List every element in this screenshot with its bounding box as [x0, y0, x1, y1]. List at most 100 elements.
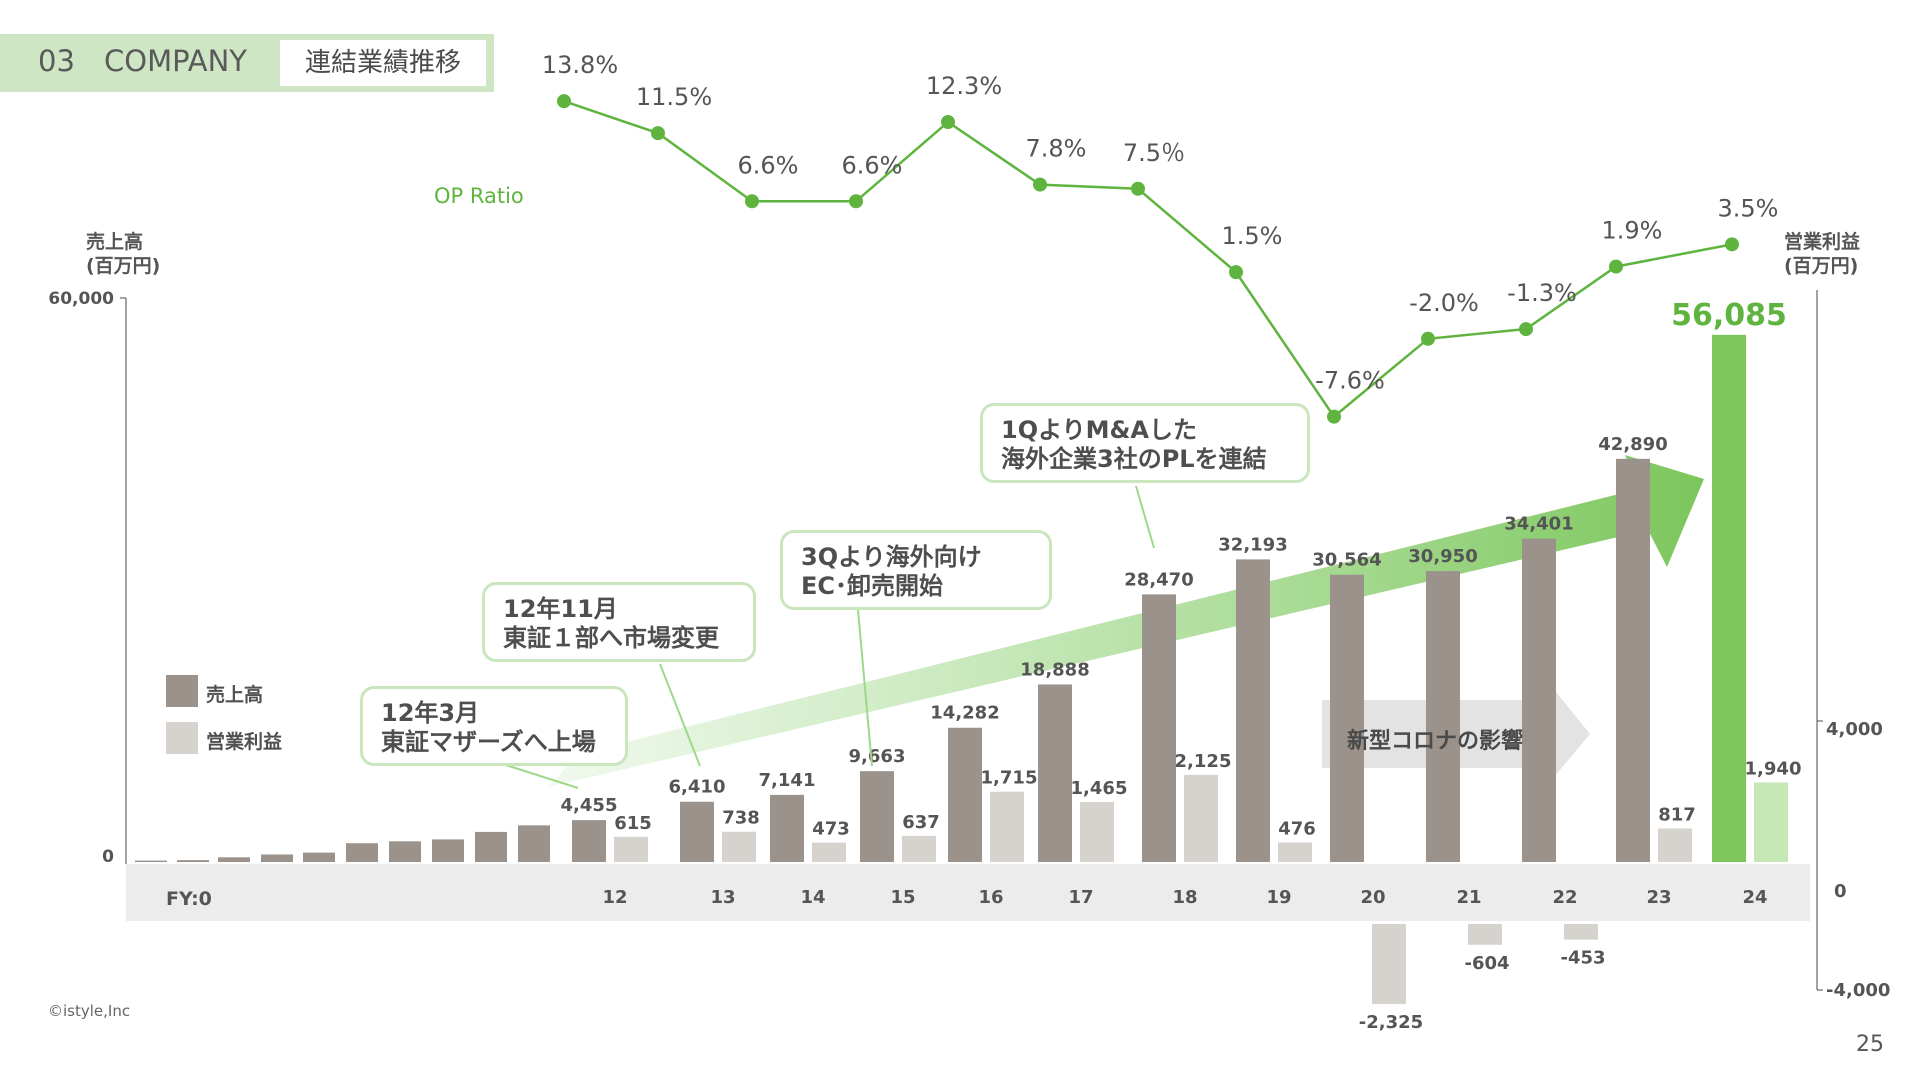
callout-first-section-line2: 東証１部へ市場変更: [503, 624, 719, 652]
legend-op-label: 営業利益: [206, 731, 283, 753]
op-bar: [722, 831, 756, 862]
op-bar: [614, 836, 648, 862]
op-ratio-point: [1131, 181, 1145, 196]
op-ratio-point: [1519, 322, 1533, 337]
early-sales-bar: [135, 860, 167, 862]
op-bar: [812, 842, 846, 862]
sales-bar: [770, 794, 804, 862]
sales-value-label: 32,193: [1218, 534, 1287, 555]
callout-ma-line1: 1QよりM&Aした: [1001, 416, 1198, 444]
left-axis-label: 売上高: [86, 230, 143, 253]
sales-bar: [1616, 458, 1650, 862]
fiscal-year-label: 12: [602, 887, 627, 908]
op-ratio-point: [1229, 265, 1243, 280]
sales-bar: [1330, 574, 1364, 862]
early-sales-bar: [432, 839, 464, 862]
op-ratio-series-label: OP Ratio: [434, 184, 524, 208]
right-axis-tick-label: -4,000: [1826, 980, 1890, 1001]
callout-overseas-ec-line2: EC･卸売開始: [801, 572, 944, 600]
op-ratio-label: 1.5%: [1222, 222, 1283, 250]
op-ratio-point: [1609, 259, 1623, 274]
legend-sales-label: 売上高: [206, 684, 264, 706]
op-value-label: 615: [614, 813, 652, 834]
sales-bar: [680, 801, 714, 862]
sales-value-label: 30,564: [1312, 550, 1381, 571]
op-value-label: -604: [1464, 953, 1509, 974]
op-ratio-label: -7.6%: [1315, 367, 1385, 395]
op-bar: [1754, 782, 1788, 862]
right-axis-label: 営業利益: [1784, 230, 1860, 253]
callout-first-section-line1: 12年11月: [503, 595, 618, 623]
op-ratio-point: [1725, 237, 1739, 252]
op-ratio-label: 11.5%: [636, 83, 712, 111]
fiscal-year-label: 19: [1266, 887, 1291, 908]
early-sales-bar: [389, 841, 421, 862]
fiscal-year-label: 14: [800, 887, 825, 908]
callout-mothers-listing: 12年3月 東証マザーズへ上場: [360, 686, 628, 766]
sales-bar: [948, 727, 982, 862]
section-number: 03: [38, 44, 75, 78]
op-bar: [1184, 774, 1218, 862]
sales-bar: [1522, 538, 1556, 862]
fiscal-year-label: 15: [890, 887, 915, 908]
fiscal-year-label: 22: [1552, 887, 1577, 908]
sales-bar: [572, 820, 606, 862]
sales-value-label: 34,401: [1504, 514, 1573, 535]
sales-value-label: 30,950: [1408, 546, 1477, 567]
op-ratio-label: 6.6%: [738, 151, 799, 179]
fiscal-year-label: 18: [1172, 887, 1197, 908]
sales-bar: [1712, 334, 1746, 862]
sales-value-label: 7,141: [759, 770, 816, 791]
fiscal-year-label: 13: [710, 887, 735, 908]
callout-ma-consolidation: 1QよりM&Aした 海外企業3社のPLを連結: [980, 403, 1310, 483]
op-value-label: 738: [722, 808, 760, 829]
op-value-label: 637: [902, 812, 940, 833]
growth-arrow: [548, 455, 1704, 787]
op-bar: [1080, 801, 1114, 862]
op-value-label: 1,465: [1071, 778, 1128, 799]
callout-mothers-line1: 12年3月: [381, 699, 480, 727]
op-ratio-label: -1.3%: [1507, 279, 1577, 307]
right-axis-unit: (百万円): [1784, 255, 1858, 277]
op-ratio-point: [849, 194, 863, 209]
op-ratio-label: 1.9%: [1602, 217, 1663, 245]
sales-value-label: 9,663: [849, 746, 906, 767]
op-value-label: 1,715: [981, 768, 1038, 789]
sales-bar: [860, 771, 894, 862]
right-axis-tick-label: 4,000: [1826, 719, 1883, 740]
sales-value-label: 14,282: [930, 703, 999, 724]
sales-value-label: 18,888: [1020, 659, 1089, 680]
op-ratio-label: 3.5%: [1718, 194, 1779, 222]
sales-value-label: 56,085: [1671, 298, 1787, 333]
op-value-label: 476: [1278, 818, 1316, 839]
fiscal-year-label: 24: [1742, 887, 1767, 908]
op-ratio-point: [651, 126, 665, 141]
legend-sales-swatch: [166, 675, 198, 707]
fiscal-year-label: 16: [978, 887, 1003, 908]
sales-bar: [1142, 594, 1176, 862]
callout-overseas-ec-line1: 3Qより海外向け: [801, 543, 982, 571]
early-sales-bar: [346, 843, 378, 862]
op-value-label: -453: [1560, 948, 1605, 969]
early-sales-bar: [475, 831, 507, 862]
op-ratio-point: [1327, 409, 1341, 424]
early-sales-bar: [261, 854, 293, 862]
sales-bar: [1236, 559, 1270, 862]
op-value-label: -2,325: [1359, 1012, 1423, 1033]
fiscal-year-label: 23: [1646, 887, 1671, 908]
page-number: 25: [1856, 1032, 1884, 1057]
copyright: ©istyle,Inc: [48, 1002, 131, 1020]
section-header: 03 COMPANY 連結業績推移: [0, 34, 494, 92]
op-ratio-label: -2.0%: [1409, 289, 1479, 317]
left-axis-tick-label: 0: [102, 847, 114, 867]
op-value-label: 2,125: [1175, 751, 1232, 772]
sales-value-label: 42,890: [1598, 434, 1667, 455]
page-title: 連結業績推移: [280, 40, 486, 86]
callout-first-section: 12年11月 東証１部へ市場変更: [482, 582, 756, 662]
x-first-label: FY:0: [166, 888, 212, 910]
op-bar: [1468, 924, 1502, 945]
callout-pointer: [857, 609, 873, 767]
left-axis-tick-label: 60,000: [48, 289, 114, 309]
fiscal-year-label: 21: [1456, 887, 1481, 908]
